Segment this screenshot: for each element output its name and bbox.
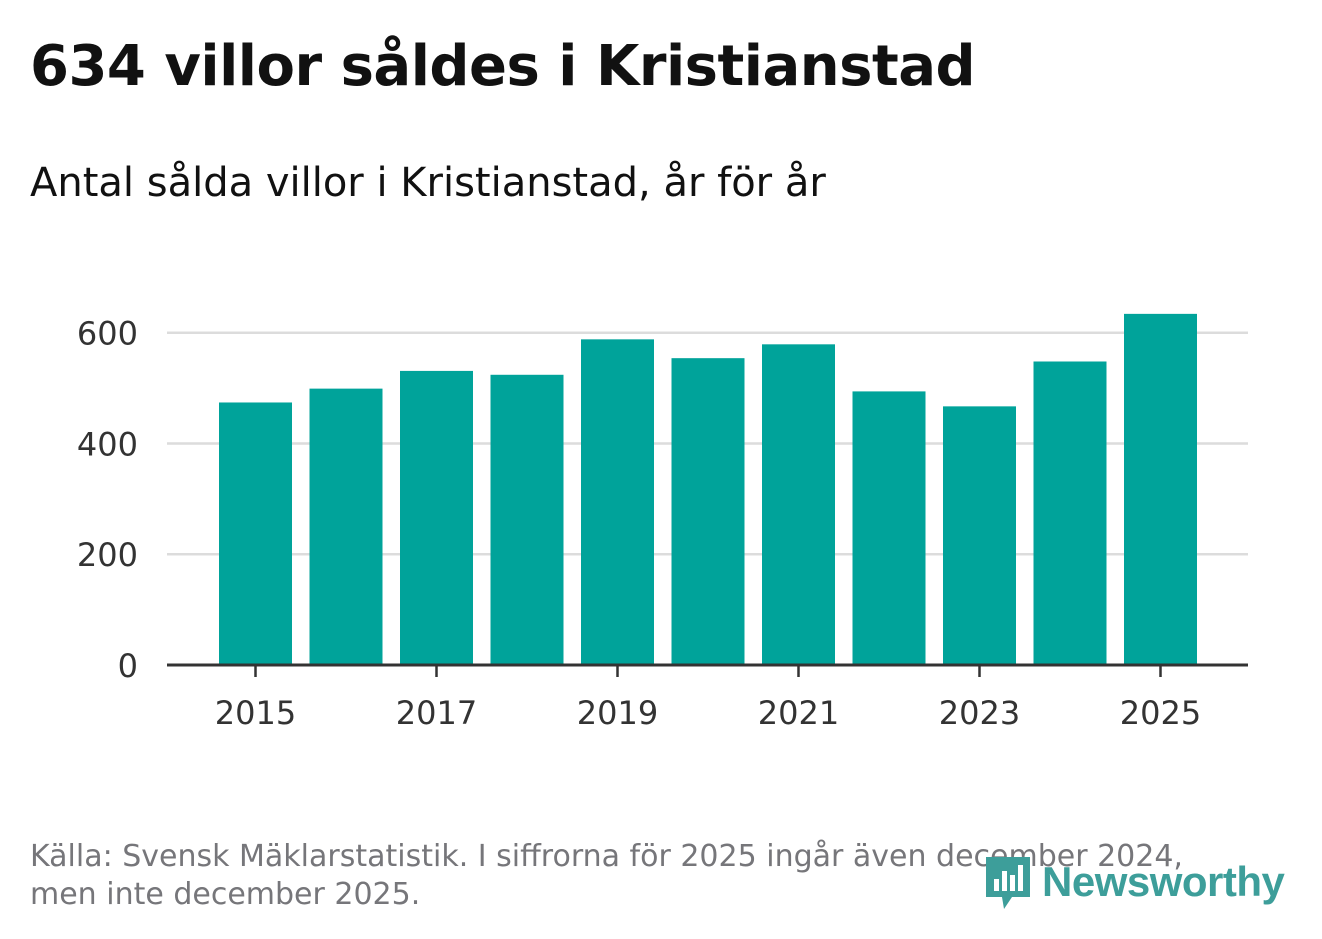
bar-2016 bbox=[309, 388, 383, 665]
y-tick-label-0: 0 bbox=[118, 647, 138, 685]
bars bbox=[219, 313, 1197, 665]
bar-chart-speech-bubble-icon bbox=[986, 857, 1030, 909]
bar-2025 bbox=[1124, 313, 1197, 665]
bar-2023 bbox=[943, 406, 1016, 665]
x-tick-label-2021: 2021 bbox=[758, 694, 839, 732]
bar-2015 bbox=[219, 402, 292, 665]
bar-chart: 0 200 400 600 2015 2017 2019 2021 2023 2025 bbox=[77, 313, 1248, 732]
newsworthy-logo: Newsworthy bbox=[982, 852, 1285, 912]
y-tick-label-400: 400 bbox=[77, 425, 138, 463]
chart-subtitle: Antal sålda villor i Kristianstad, år fö… bbox=[30, 160, 826, 206]
bar-2024 bbox=[1033, 361, 1107, 665]
bar-2018 bbox=[490, 374, 564, 665]
bar-2019 bbox=[581, 339, 654, 665]
source-note-line-2: men inte december 2025. bbox=[30, 877, 421, 912]
bar-2022 bbox=[852, 391, 926, 665]
bar-2017 bbox=[400, 370, 473, 665]
bar-2021 bbox=[762, 344, 835, 665]
x-tick-label-2015: 2015 bbox=[215, 694, 296, 732]
chart-title: 634 villor såldes i Kristianstad bbox=[30, 34, 976, 99]
y-tick-label-200: 200 bbox=[77, 536, 138, 574]
y-tick-label-600: 600 bbox=[77, 315, 138, 353]
x-tick-label-2017: 2017 bbox=[396, 694, 477, 732]
logo-text: Newsworthy bbox=[1042, 858, 1285, 905]
axes: 0 200 400 600 2015 2017 2019 2021 2023 2025 bbox=[77, 315, 1248, 732]
x-tick-label-2023: 2023 bbox=[939, 694, 1020, 732]
x-tick-label-2019: 2019 bbox=[577, 694, 658, 732]
x-tick-label-2025: 2025 bbox=[1120, 694, 1201, 732]
bar-2020 bbox=[671, 358, 745, 665]
